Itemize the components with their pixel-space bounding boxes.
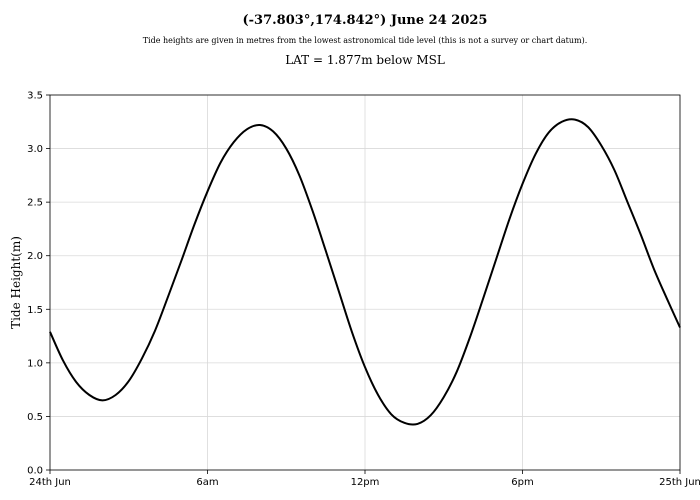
y-tick-label-7: 3.5	[27, 91, 43, 102]
series-layer	[49, 118, 681, 426]
y-tick-label-6: 3.0	[27, 144, 43, 155]
x-tick-label-3: 6pm	[511, 477, 533, 488]
y-axis-label: Tide Height(m)	[9, 236, 23, 329]
x-tick-label-0: 24th Jun	[29, 477, 71, 488]
chart-subtitle: Tide heights are given in metres from th…	[143, 36, 588, 45]
x-tick-label-4: 25th Jun	[659, 477, 700, 488]
y-tick-label-2: 1.0	[27, 358, 43, 369]
grid	[49, 94, 681, 471]
chart-title: (-37.803°,174.842°) June 24 2025	[243, 13, 488, 28]
tide-height-line-0	[49, 118, 681, 426]
y-tick-label-0: 0.0	[27, 466, 43, 477]
y-tick-label-1: 0.5	[27, 412, 43, 423]
y-tick-label-4: 2.0	[27, 251, 43, 262]
y-tick-label-3: 1.5	[27, 305, 43, 316]
chart-subtitle-lat: LAT = 1.877m below MSL	[285, 53, 445, 67]
y-tick-label-5: 2.5	[27, 198, 43, 209]
axes: 24th Jun 6am 12pm 6pm 25th Jun 0.0 0.5 1.0 1.5 2.…	[27, 91, 700, 489]
x-tick-label-1: 6am	[196, 477, 218, 488]
x-tick-label-2: 12pm	[351, 477, 380, 488]
